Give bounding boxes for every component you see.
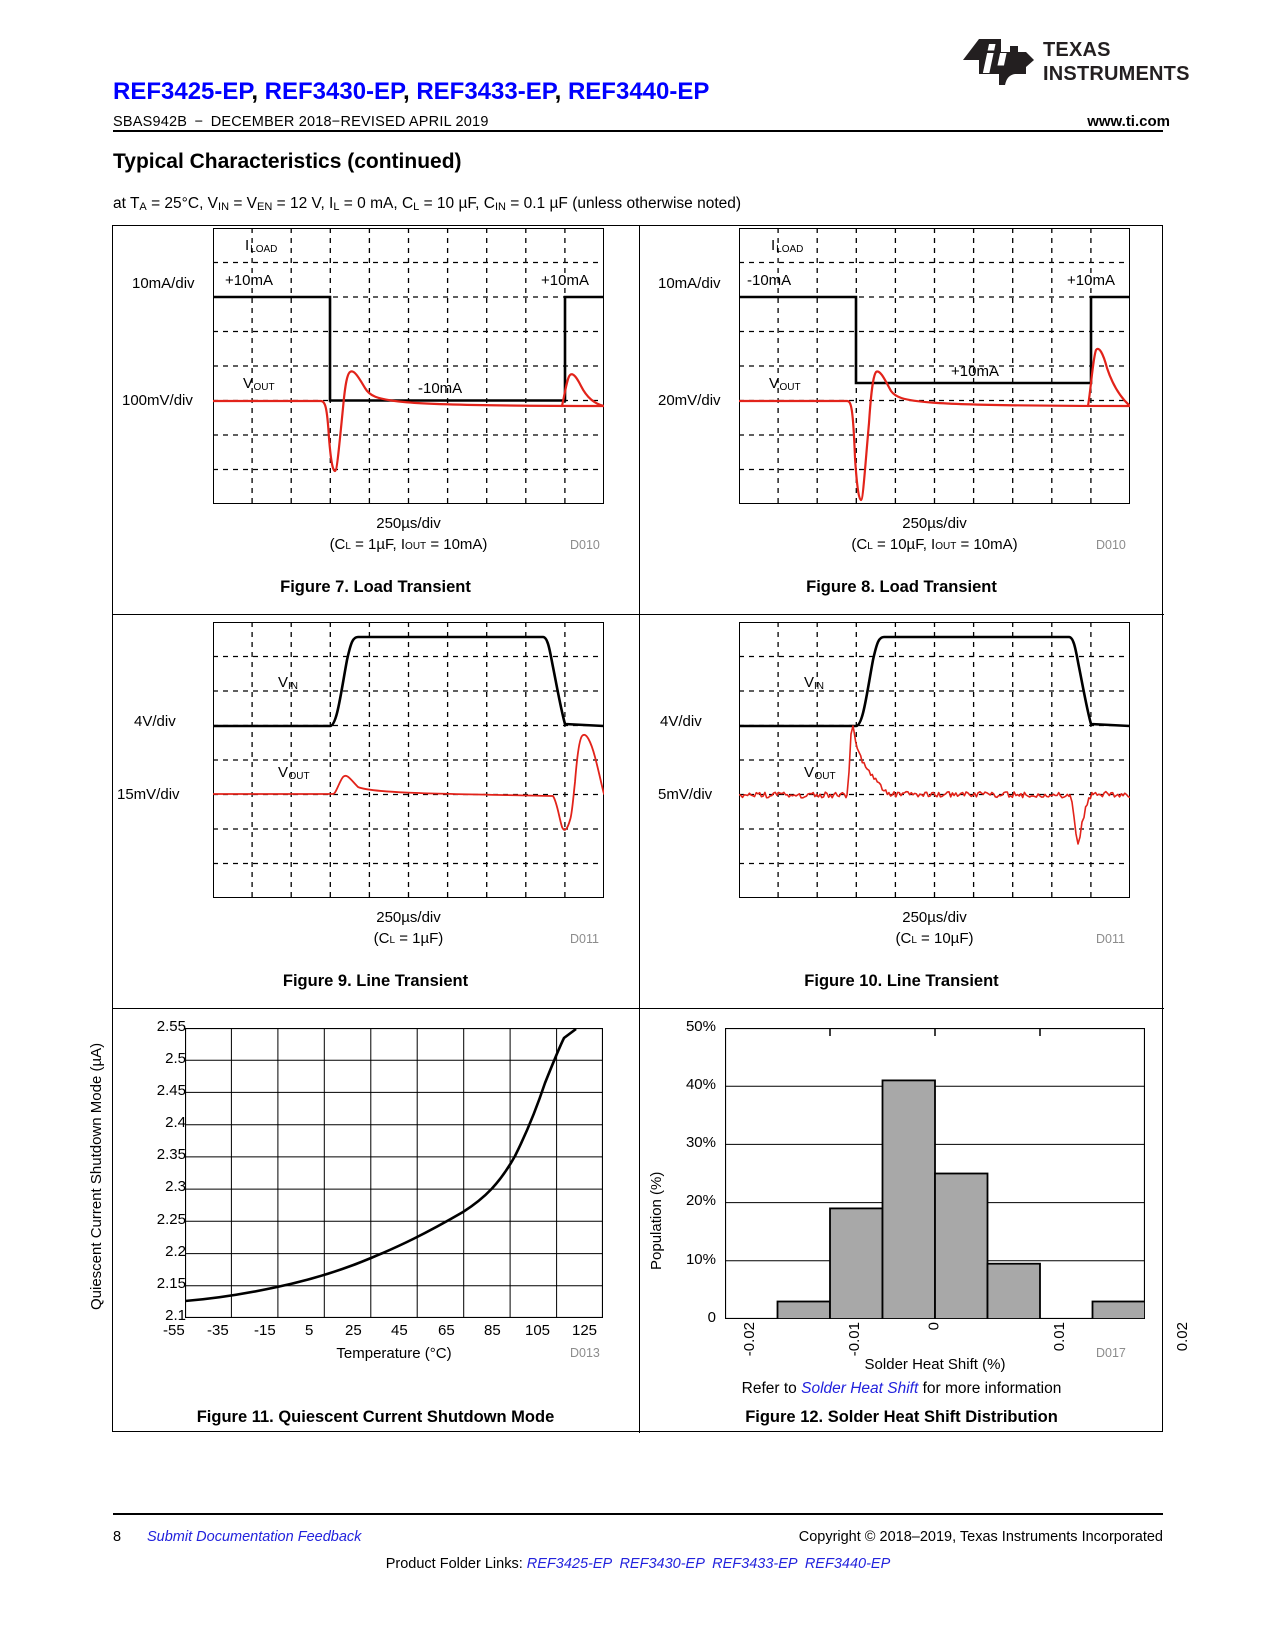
svg-text:-10mA: -10mA [418, 380, 462, 397]
svg-text:TEXAS: TEXAS [1043, 39, 1111, 61]
svg-text:VIN: VIN [278, 674, 298, 692]
svg-text:INSTRUMENTS: INSTRUMENTS [1043, 63, 1190, 85]
svg-text:+10mA: +10mA [951, 363, 999, 380]
svg-text:ILOAD: ILOAD [771, 237, 803, 255]
svg-text:+10mA: +10mA [225, 272, 273, 289]
svg-text:ILOAD: ILOAD [245, 237, 277, 255]
svg-text:VIN: VIN [804, 674, 824, 692]
svg-text:VOUT: VOUT [769, 375, 801, 393]
svg-text:VOUT: VOUT [243, 375, 275, 393]
svg-text:-10mA: -10mA [747, 272, 791, 289]
svg-text:+10mA: +10mA [1067, 272, 1115, 289]
svg-text:+10mA: +10mA [541, 272, 589, 289]
svg-text:VOUT: VOUT [278, 764, 310, 782]
svg-text:VOUT: VOUT [804, 764, 836, 782]
